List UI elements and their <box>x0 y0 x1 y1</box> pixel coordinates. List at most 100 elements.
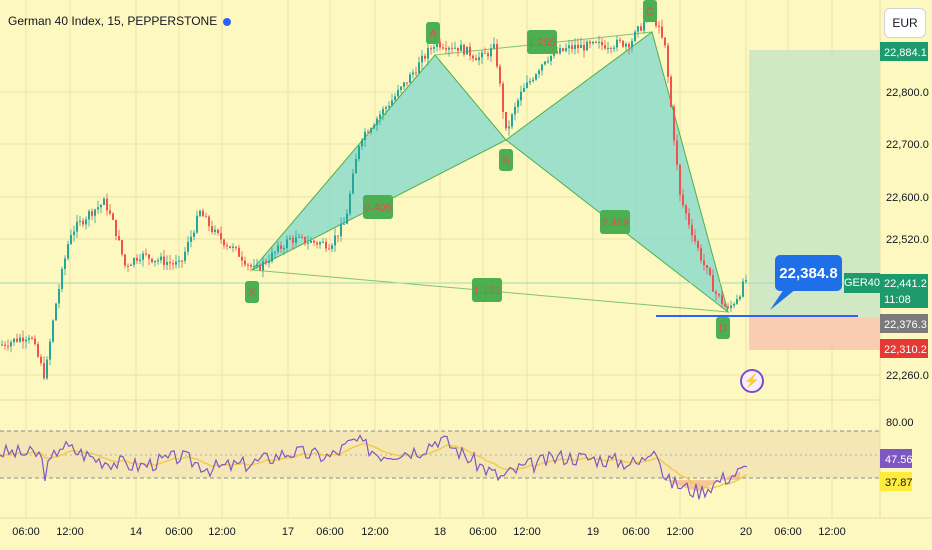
candle-body <box>697 241 699 248</box>
candle-body <box>580 44 582 49</box>
candle-body <box>388 105 390 108</box>
candle-body <box>661 26 663 38</box>
candle-body <box>700 247 702 261</box>
candle-body <box>595 41 597 43</box>
candle-body <box>382 108 384 115</box>
candle-body <box>124 254 126 266</box>
stop-price-badge: 22,310.2 <box>884 344 927 356</box>
candle-body <box>154 260 156 263</box>
candle-body <box>535 74 537 80</box>
candle-body <box>412 72 414 75</box>
candle-body <box>589 41 591 44</box>
candle-body <box>529 81 531 83</box>
candle-body <box>499 66 501 84</box>
candle-body <box>433 47 435 49</box>
candle-body <box>127 265 129 267</box>
candle-body <box>139 259 141 261</box>
symbol-tag: GER40 <box>844 273 880 293</box>
candle-body <box>556 51 558 54</box>
candle-body <box>1 344 3 346</box>
candle-body <box>424 55 426 59</box>
candle-body <box>676 140 678 165</box>
candle-body <box>28 337 30 340</box>
candle-body <box>457 47 459 51</box>
candle-body <box>625 43 627 47</box>
candle-body <box>142 253 144 260</box>
candle-body <box>682 194 684 206</box>
time-tick: 06:00 <box>12 526 40 538</box>
pattern-ratio-xb-bg <box>363 195 393 219</box>
chart-title: German 40 Index, 15, PEPPERSTONE <box>8 14 232 28</box>
flash-icon[interactable]: ⚡ <box>740 369 764 393</box>
candle-body <box>319 242 321 245</box>
candle-body <box>220 233 222 240</box>
candle-body <box>214 229 216 232</box>
candle-body <box>79 220 81 222</box>
candle-body <box>664 37 666 46</box>
candle-body <box>592 41 594 44</box>
candle-body <box>451 47 453 49</box>
rsi-ma-badge-bg <box>880 472 912 491</box>
candle-body <box>4 344 6 346</box>
candle-body <box>364 131 366 140</box>
candle-body <box>460 44 462 51</box>
candle-body <box>685 205 687 214</box>
pattern-ratio-labels: 0.405 1.255 2.469 1.151 <box>363 30 630 302</box>
time-axis[interactable]: 06:00 12:00 14 06:00 12:00 17 06:00 12:00 18 06:0… <box>12 526 846 538</box>
candle-body <box>367 131 369 133</box>
currency-button[interactable]: EUR <box>884 8 926 38</box>
chart-title-text: German 40 Index, 15, PEPPERSTONE <box>8 14 218 28</box>
candle-body <box>487 53 489 57</box>
candle-body <box>238 247 240 257</box>
price-callout[interactable]: 22,384.8 <box>775 255 842 291</box>
candle-body <box>271 252 273 262</box>
candle-body <box>571 45 573 50</box>
candle-body <box>115 219 117 237</box>
rsi-value-badge: 47.56 <box>885 454 913 466</box>
candle-body <box>70 235 72 245</box>
candle-body <box>679 164 681 195</box>
rsi-value-badge-bg <box>880 449 912 468</box>
candle-body <box>346 213 348 224</box>
pattern-point-c: C <box>646 6 654 18</box>
candle-body <box>328 248 330 250</box>
candle-body <box>532 79 534 82</box>
candle-body <box>583 44 585 51</box>
candle-body <box>631 40 633 48</box>
entry-price-badge-bg <box>880 314 928 333</box>
candle-body <box>619 39 621 41</box>
time-tick: 19 <box>587 526 599 538</box>
candle-body <box>547 61 549 63</box>
candle-body <box>307 242 309 244</box>
price-tick: 22,800.0 <box>886 87 929 99</box>
candle-body <box>715 291 717 294</box>
callout-pointer <box>770 289 796 310</box>
candle-body <box>712 275 714 292</box>
candle-body <box>400 86 402 90</box>
candle-body <box>430 48 432 50</box>
candle-body <box>736 299 738 304</box>
candle-body <box>349 193 351 214</box>
pattern-point-a: A <box>429 28 437 40</box>
candle-body <box>211 226 213 232</box>
candle-body <box>199 210 201 216</box>
candle-body <box>604 45 606 49</box>
candle-body <box>613 47 615 49</box>
candle-body <box>436 42 438 48</box>
candle-body <box>415 72 417 74</box>
candle-body <box>268 261 270 263</box>
candle-body <box>472 55 474 59</box>
time-tick: 12:00 <box>56 526 84 538</box>
candle-body <box>577 44 579 49</box>
pattern-ratio-bd: 2.469 <box>601 217 629 229</box>
candle-body <box>607 47 609 49</box>
pattern-point-x: X <box>248 287 256 299</box>
candle-body <box>277 245 279 252</box>
time-tick: 17 <box>282 526 294 538</box>
candle-body <box>634 31 636 41</box>
candle-body <box>148 254 150 259</box>
candle-body <box>43 363 45 379</box>
candle-body <box>508 126 510 129</box>
